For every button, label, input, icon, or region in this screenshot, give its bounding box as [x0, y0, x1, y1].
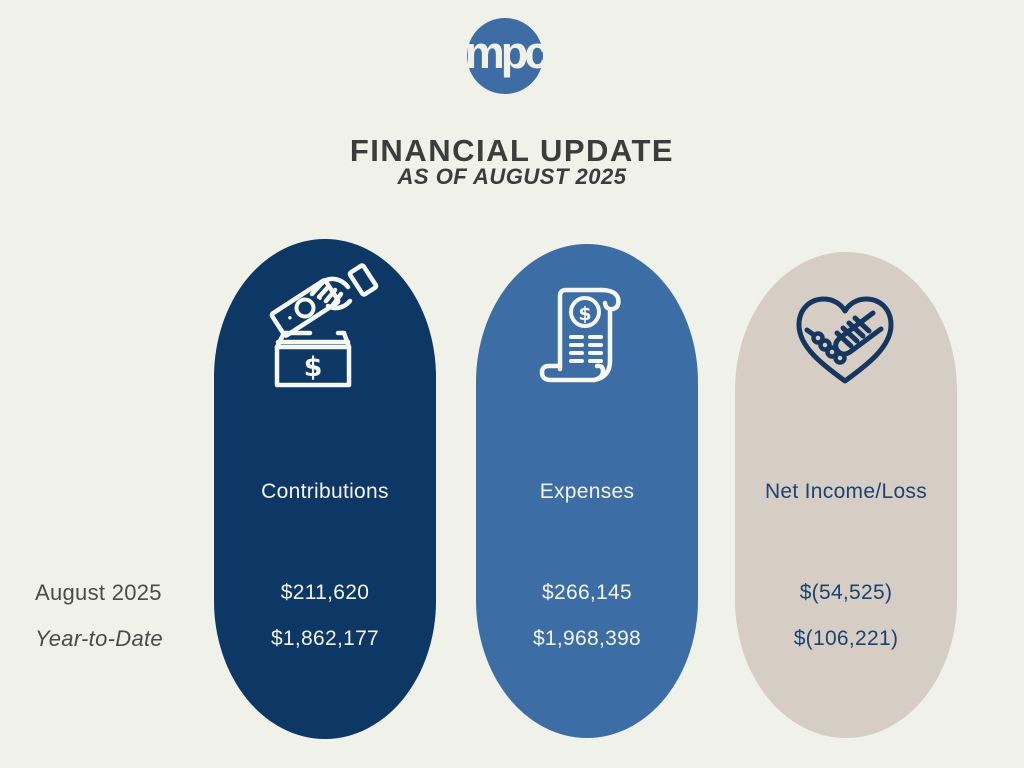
category-label-row: Contributions Expenses Net Income/Loss — [0, 477, 1024, 507]
august-row-label: August 2025 — [35, 580, 162, 605]
contributions-label: Contributions — [261, 480, 389, 503]
contributions-ytd-value: $1,862,177 — [270, 627, 380, 650]
svg-text:$: $ — [304, 352, 323, 383]
ytd-row: Year-to-Date $1,862,177 $1,968,398 $(106… — [0, 624, 1024, 654]
donation-box-icon: $ — [268, 263, 380, 391]
ytd-row-label: Year-to-Date — [35, 626, 163, 651]
heart-handshake-icon — [791, 293, 901, 387]
net-income-august-value: $(54,525) — [799, 581, 893, 604]
logo-text: mpc — [464, 26, 550, 78]
logo-circle — [467, 18, 543, 94]
net-income-label: Net Income/Loss — [764, 480, 928, 503]
august-row: August 2025 $211,620 $266,145 $(54,525) — [0, 578, 1024, 608]
expenses-august-value: $266,145 — [542, 581, 632, 604]
expenses-ytd-value: $1,968,398 — [532, 627, 642, 650]
contributions-august-value: $211,620 — [280, 581, 370, 604]
receipt-icon: $ — [537, 281, 639, 391]
contributions-pill — [214, 239, 436, 739]
expenses-label: Expenses — [539, 480, 635, 503]
mpc-logo: mpc — [464, 18, 550, 94]
page-subtitle: AS OF AUGUST 2025 — [397, 164, 627, 189]
page-title: FINANCIAL UPDATE — [349, 133, 675, 168]
net-income-ytd-value: $(106,221) — [793, 627, 899, 650]
svg-text:$: $ — [578, 303, 591, 325]
